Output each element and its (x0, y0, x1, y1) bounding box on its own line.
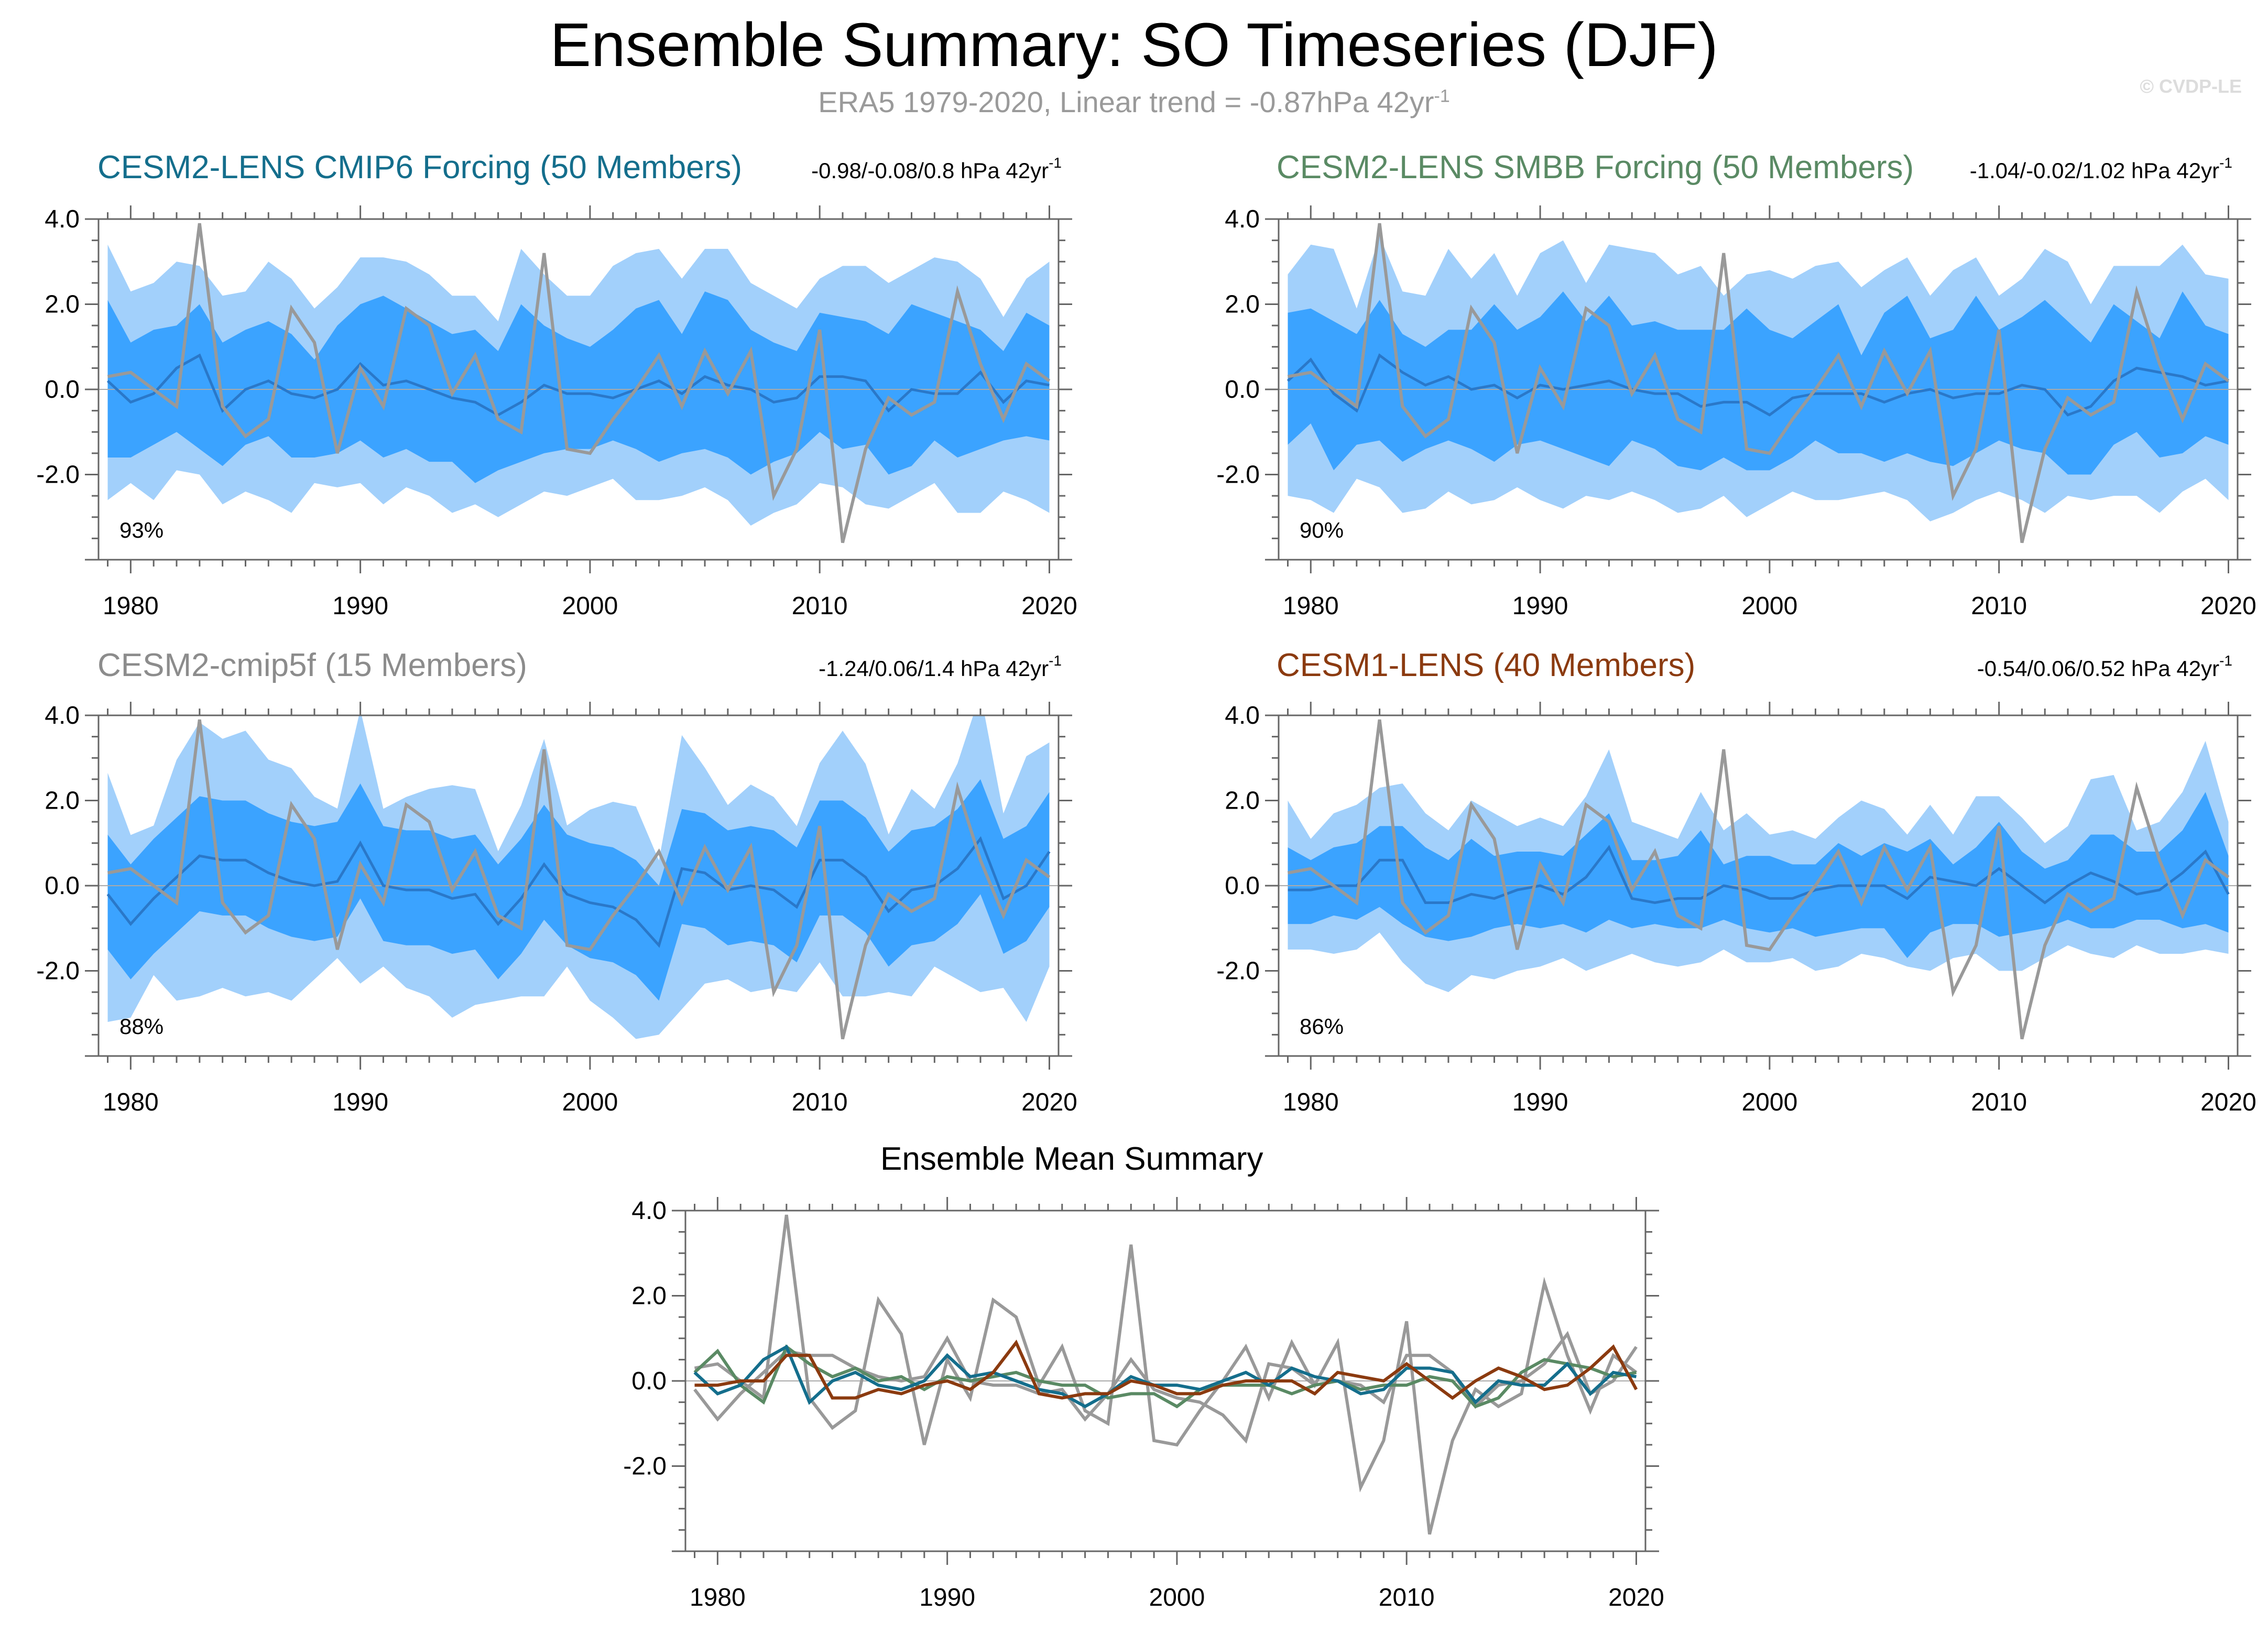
era5-line (107, 719, 1051, 1040)
x-tick-label: 1990 (919, 1584, 975, 1612)
panel-stats: -0.54/0.06/0.52 hPa 42yr-1 (1977, 652, 2232, 681)
y-tick-label: 4.0 (45, 702, 80, 730)
y-tick-label: 0.0 (631, 1367, 667, 1395)
stats-text: -1.04/-0.02/1.02 hPa 42yr (1970, 158, 2219, 183)
x-tick-label: 1980 (103, 592, 159, 620)
x-tick-label: 2010 (792, 1088, 848, 1116)
era5-line (107, 223, 1051, 543)
percent-label: 88% (119, 1014, 163, 1039)
era5-line (1287, 223, 2230, 543)
y-tick-label: 0.0 (45, 872, 80, 900)
series-line-4 (694, 1340, 1638, 1400)
series-line-0 (694, 1214, 1638, 1535)
x-tick-label: 1980 (1283, 1088, 1339, 1116)
x-tick-label: 2000 (1149, 1584, 1205, 1612)
percent-label: 86% (1300, 1014, 1344, 1039)
x-tick-label: 2010 (1379, 1584, 1435, 1612)
x-tick-label: 1980 (1283, 592, 1339, 620)
percent-label: 93% (119, 518, 163, 542)
x-tick-label: 2020 (1608, 1584, 1664, 1612)
x-tick-label: 1980 (690, 1584, 746, 1612)
series-line-3 (693, 1344, 1637, 1409)
panel-stats: -0.98/-0.08/0.8 hPa 42yr-1 (811, 155, 1062, 183)
x-tick-label: 2020 (2200, 1088, 2256, 1116)
x-tick-label: 2010 (1971, 1088, 2027, 1116)
x-tick-label: 2020 (1021, 592, 1077, 620)
plot-area-cesm1-lens (1279, 719, 2238, 1040)
y-tick-label: 4.0 (45, 205, 80, 233)
panel-title: CESM2-cmip5f (15 Members) (97, 647, 527, 683)
x-tick-label: 1980 (103, 1088, 159, 1116)
y-tick-label: 4.0 (1225, 702, 1260, 730)
x-tick-label: 2020 (2200, 592, 2256, 620)
x-tick-label: 1990 (1512, 592, 1568, 620)
x-tick-label: 1990 (1512, 1088, 1568, 1116)
y-tick-label: 2.0 (1225, 787, 1260, 815)
plot-area-cesm2-lens-smbb (1279, 223, 2238, 543)
series-line-2 (693, 1344, 1637, 1409)
y-tick-label: -2.0 (1216, 461, 1260, 489)
inner-band (1288, 792, 2229, 959)
x-tick-label: 2010 (792, 592, 848, 620)
panel-title: CESM2-LENS CMIP6 Forcing (50 Members) (97, 149, 742, 186)
subtitle-text: ERA5 1979-2020, Linear trend = -0.87hPa … (818, 85, 1434, 118)
y-tick-label: 2.0 (631, 1282, 667, 1310)
panel-title: Ensemble Mean Summary (880, 1141, 1263, 1177)
plot-area-cesm2-cmip5f (99, 715, 1059, 1040)
x-tick-label: 2020 (1021, 1088, 1077, 1116)
ensemble-mean-line (106, 836, 1051, 948)
stats-text: -1.24/0.06/1.4 hPa 42yr (819, 656, 1049, 681)
subtitle-superscript: -1 (1434, 86, 1450, 106)
stats-superscript: -1 (1049, 155, 1062, 171)
x-tick-label: 2000 (562, 1088, 618, 1116)
panel-cesm2-lens-smbb: 4.0 2.0 0.0 -2.0 1980 1990 2000 2010 2020 CESM2-L… (1216, 149, 2256, 620)
ensemble-mean-line (1288, 845, 2230, 905)
plot-area-cesm2-lens-cmip6 (99, 223, 1059, 543)
ensemble-mean-line (1286, 353, 2229, 417)
x-tick-label: 2010 (1971, 592, 2027, 620)
page-title: Ensemble Summary: SO Timeseries (DJF) (550, 10, 1718, 80)
y-tick-label: -2.0 (36, 957, 80, 985)
ensemble-mean-line (106, 353, 1050, 417)
panel-stats: -1.04/-0.02/1.02 hPa 42yr-1 (1970, 155, 2232, 183)
panel-title: CESM1-LENS (40 Members) (1277, 647, 1695, 683)
y-tick-label: 2.0 (45, 787, 80, 815)
y-tick-label: 0.0 (45, 376, 80, 404)
plot-area-ensemble-mean-summary (685, 1214, 1645, 1535)
stats-superscript: -1 (1049, 652, 1062, 669)
y-tick-label: 4.0 (631, 1197, 667, 1225)
panel-cesm2-cmip5f: 4.0 2.0 0.0 -2.0 1980 1990 2000 2010 2020 CESM2-c… (36, 647, 1077, 1116)
panel-ensemble-mean-summary: 4.0 2.0 0.0 -2.0 1980 1990 2000 2010 2020 Ensembl… (623, 1141, 1664, 1612)
page-subtitle: ERA5 1979-2020, Linear trend = -0.87hPa … (0, 85, 2268, 119)
x-tick-label: 1990 (332, 1088, 388, 1116)
era5-line (1287, 719, 2230, 1040)
y-tick-label: 0.0 (1225, 872, 1260, 900)
stats-text: -0.54/0.06/0.52 hPa 42yr (1977, 656, 2219, 681)
panel-cesm1-lens: 4.0 2.0 0.0 -2.0 1980 1990 2000 2010 2020 CESM1-L… (1216, 647, 2256, 1116)
series-line-1 (693, 1331, 1638, 1444)
stats-superscript: -1 (2219, 652, 2232, 669)
x-tick-label: 2000 (1741, 1088, 1797, 1116)
x-tick-label: 2000 (1741, 592, 1797, 620)
panel-cesm2-lens-cmip6: 4.0 2.0 0.0 -2.0 1980 1990 2000 2010 2020 CESM2-L… (36, 149, 1077, 620)
y-tick-label: 4.0 (1225, 205, 1260, 233)
y-tick-label: 0.0 (1225, 376, 1260, 404)
x-tick-label: 2000 (562, 592, 618, 620)
x-tick-label: 1990 (332, 592, 388, 620)
stats-text: -0.98/-0.08/0.8 hPa 42yr (811, 158, 1049, 183)
y-tick-label: -2.0 (623, 1453, 667, 1480)
y-tick-label: -2.0 (36, 461, 80, 489)
panel-stats: -1.24/0.06/1.4 hPa 42yr-1 (819, 652, 1062, 681)
y-tick-label: 2.0 (45, 291, 80, 319)
inner-band (107, 779, 1050, 1001)
y-tick-label: -2.0 (1216, 957, 1260, 985)
stats-superscript: -1 (2219, 155, 2232, 171)
percent-label: 90% (1300, 518, 1344, 542)
watermark: © CVDP-LE (2140, 75, 2242, 97)
y-tick-label: 2.0 (1225, 291, 1260, 319)
panel-title: CESM2-LENS SMBB Forcing (50 Members) (1277, 149, 1914, 186)
